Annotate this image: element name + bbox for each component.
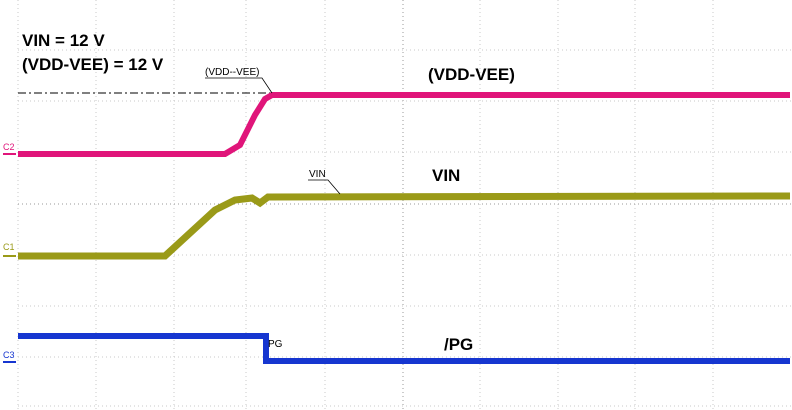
leader-line [205, 77, 273, 94]
channel-marker: C3 [3, 350, 15, 360]
annotation: VIN = 12 V [22, 31, 105, 50]
trace-label: VIN [432, 166, 460, 185]
leader-line [308, 179, 341, 195]
trace-marker: PG [268, 339, 283, 350]
trace-vdd-vee [18, 92, 790, 157]
trace-label: /PG [444, 335, 473, 354]
channel-marker: C1 [3, 242, 15, 252]
channel-marker: C2 [3, 142, 15, 152]
annotation: (VDD-VEE) = 12 V [22, 55, 164, 74]
trace-label: (VDD-VEE) [428, 65, 515, 84]
trace-marker: VIN [309, 169, 326, 180]
trace-marker: (VDD--VEE) [205, 67, 259, 78]
trace-pg [18, 333, 790, 364]
trace-vin [18, 192, 791, 260]
